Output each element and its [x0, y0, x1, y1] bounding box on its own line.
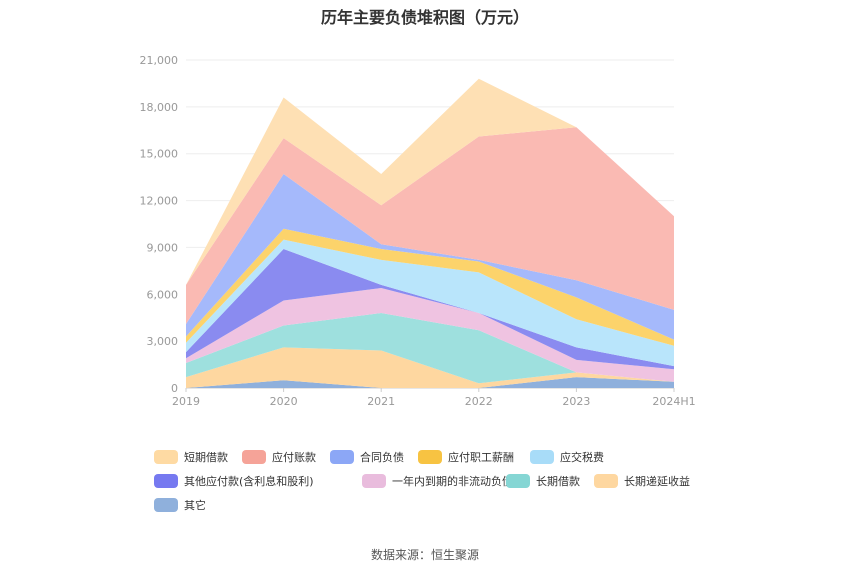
- legend-label: 一年内到期的非流动负债: [392, 475, 513, 488]
- legend-swatch: [594, 474, 618, 488]
- legend-swatch: [418, 450, 442, 464]
- legend-swatch: [242, 450, 266, 464]
- legend-label: 其它: [184, 499, 206, 512]
- legend-item[interactable]: 长期递延收益: [594, 473, 690, 489]
- y-axis-ticks: 0 3,000 6,000 9,000 12,000 15,000 18,000 21,000: [140, 54, 179, 395]
- x-tick-label: 2019: [172, 395, 200, 408]
- legend-swatch: [154, 498, 178, 512]
- area-series-应付账款: [186, 127, 674, 324]
- legend-item[interactable]: 短期借款: [154, 449, 228, 465]
- y-tick-label: 3,000: [147, 335, 179, 348]
- area-series-其它: [186, 377, 674, 388]
- y-tick-label: 0: [171, 382, 178, 395]
- legend-item[interactable]: 合同负债: [330, 449, 404, 465]
- area-series-长期递延收益: [186, 347, 674, 388]
- legend-label: 应交税费: [560, 451, 604, 464]
- area-series-一年内到期的非流动负债: [186, 288, 674, 382]
- legend-item[interactable]: 其他应付款(含利息和股利): [154, 473, 314, 489]
- area-series-其他应付款(含利息和股利): [186, 249, 674, 370]
- area-series-应交税费: [186, 239, 674, 367]
- stacked-area-chart: 0 3,000 6,000 9,000 12,000 15,000 18,000 21,000…: [140, 54, 696, 408]
- area-series-长期借款: [186, 313, 674, 384]
- x-axis-ticks: 2019 2020 2021 2022 2023 2024H1: [172, 388, 696, 408]
- legend-label: 应付账款: [272, 451, 316, 464]
- area-series: [186, 78, 674, 388]
- y-tick-label: 6,000: [147, 288, 179, 301]
- x-tick-label: 2020: [270, 395, 298, 408]
- legend-item[interactable]: 应付账款: [242, 449, 316, 465]
- legend-item[interactable]: 长期借款: [506, 473, 580, 489]
- legend-label: 短期借款: [184, 451, 228, 464]
- legend-label: 应付职工薪酬: [448, 451, 514, 464]
- data-source: 数据来源：恒生聚源: [370, 548, 479, 562]
- chart-title: 历年主要负债堆积图（万元）: [320, 8, 529, 27]
- y-tick-label: 18,000: [140, 101, 179, 114]
- x-tick-label: 2021: [367, 395, 395, 408]
- x-tick-label: 2024H1: [652, 395, 695, 408]
- legend-item[interactable]: 一年内到期的非流动负债: [362, 473, 513, 489]
- y-tick-label: 15,000: [140, 148, 179, 161]
- area-series-合同负债: [186, 174, 674, 340]
- y-tick-label: 21,000: [140, 54, 179, 67]
- legend-item[interactable]: 其它: [154, 497, 206, 513]
- x-tick-label: 2022: [465, 395, 493, 408]
- legend-label: 长期借款: [536, 475, 580, 488]
- legend-label: 长期递延收益: [624, 475, 690, 488]
- legend-swatch: [506, 474, 530, 488]
- legend-label: 合同负债: [360, 451, 404, 464]
- legend-swatch: [362, 474, 386, 488]
- x-tick-label: 2023: [562, 395, 590, 408]
- legend-swatch: [154, 450, 178, 464]
- area-series-短期借款: [186, 78, 674, 285]
- y-tick-label: 9,000: [147, 241, 179, 254]
- legend-swatch: [530, 450, 554, 464]
- legend-item[interactable]: 应付职工薪酬: [418, 449, 514, 465]
- legend-swatch: [330, 450, 354, 464]
- legend-swatch: [154, 474, 178, 488]
- legend-label: 其他应付款(含利息和股利): [184, 475, 314, 488]
- y-tick-label: 12,000: [140, 195, 179, 208]
- legend-item[interactable]: 应交税费: [530, 449, 604, 465]
